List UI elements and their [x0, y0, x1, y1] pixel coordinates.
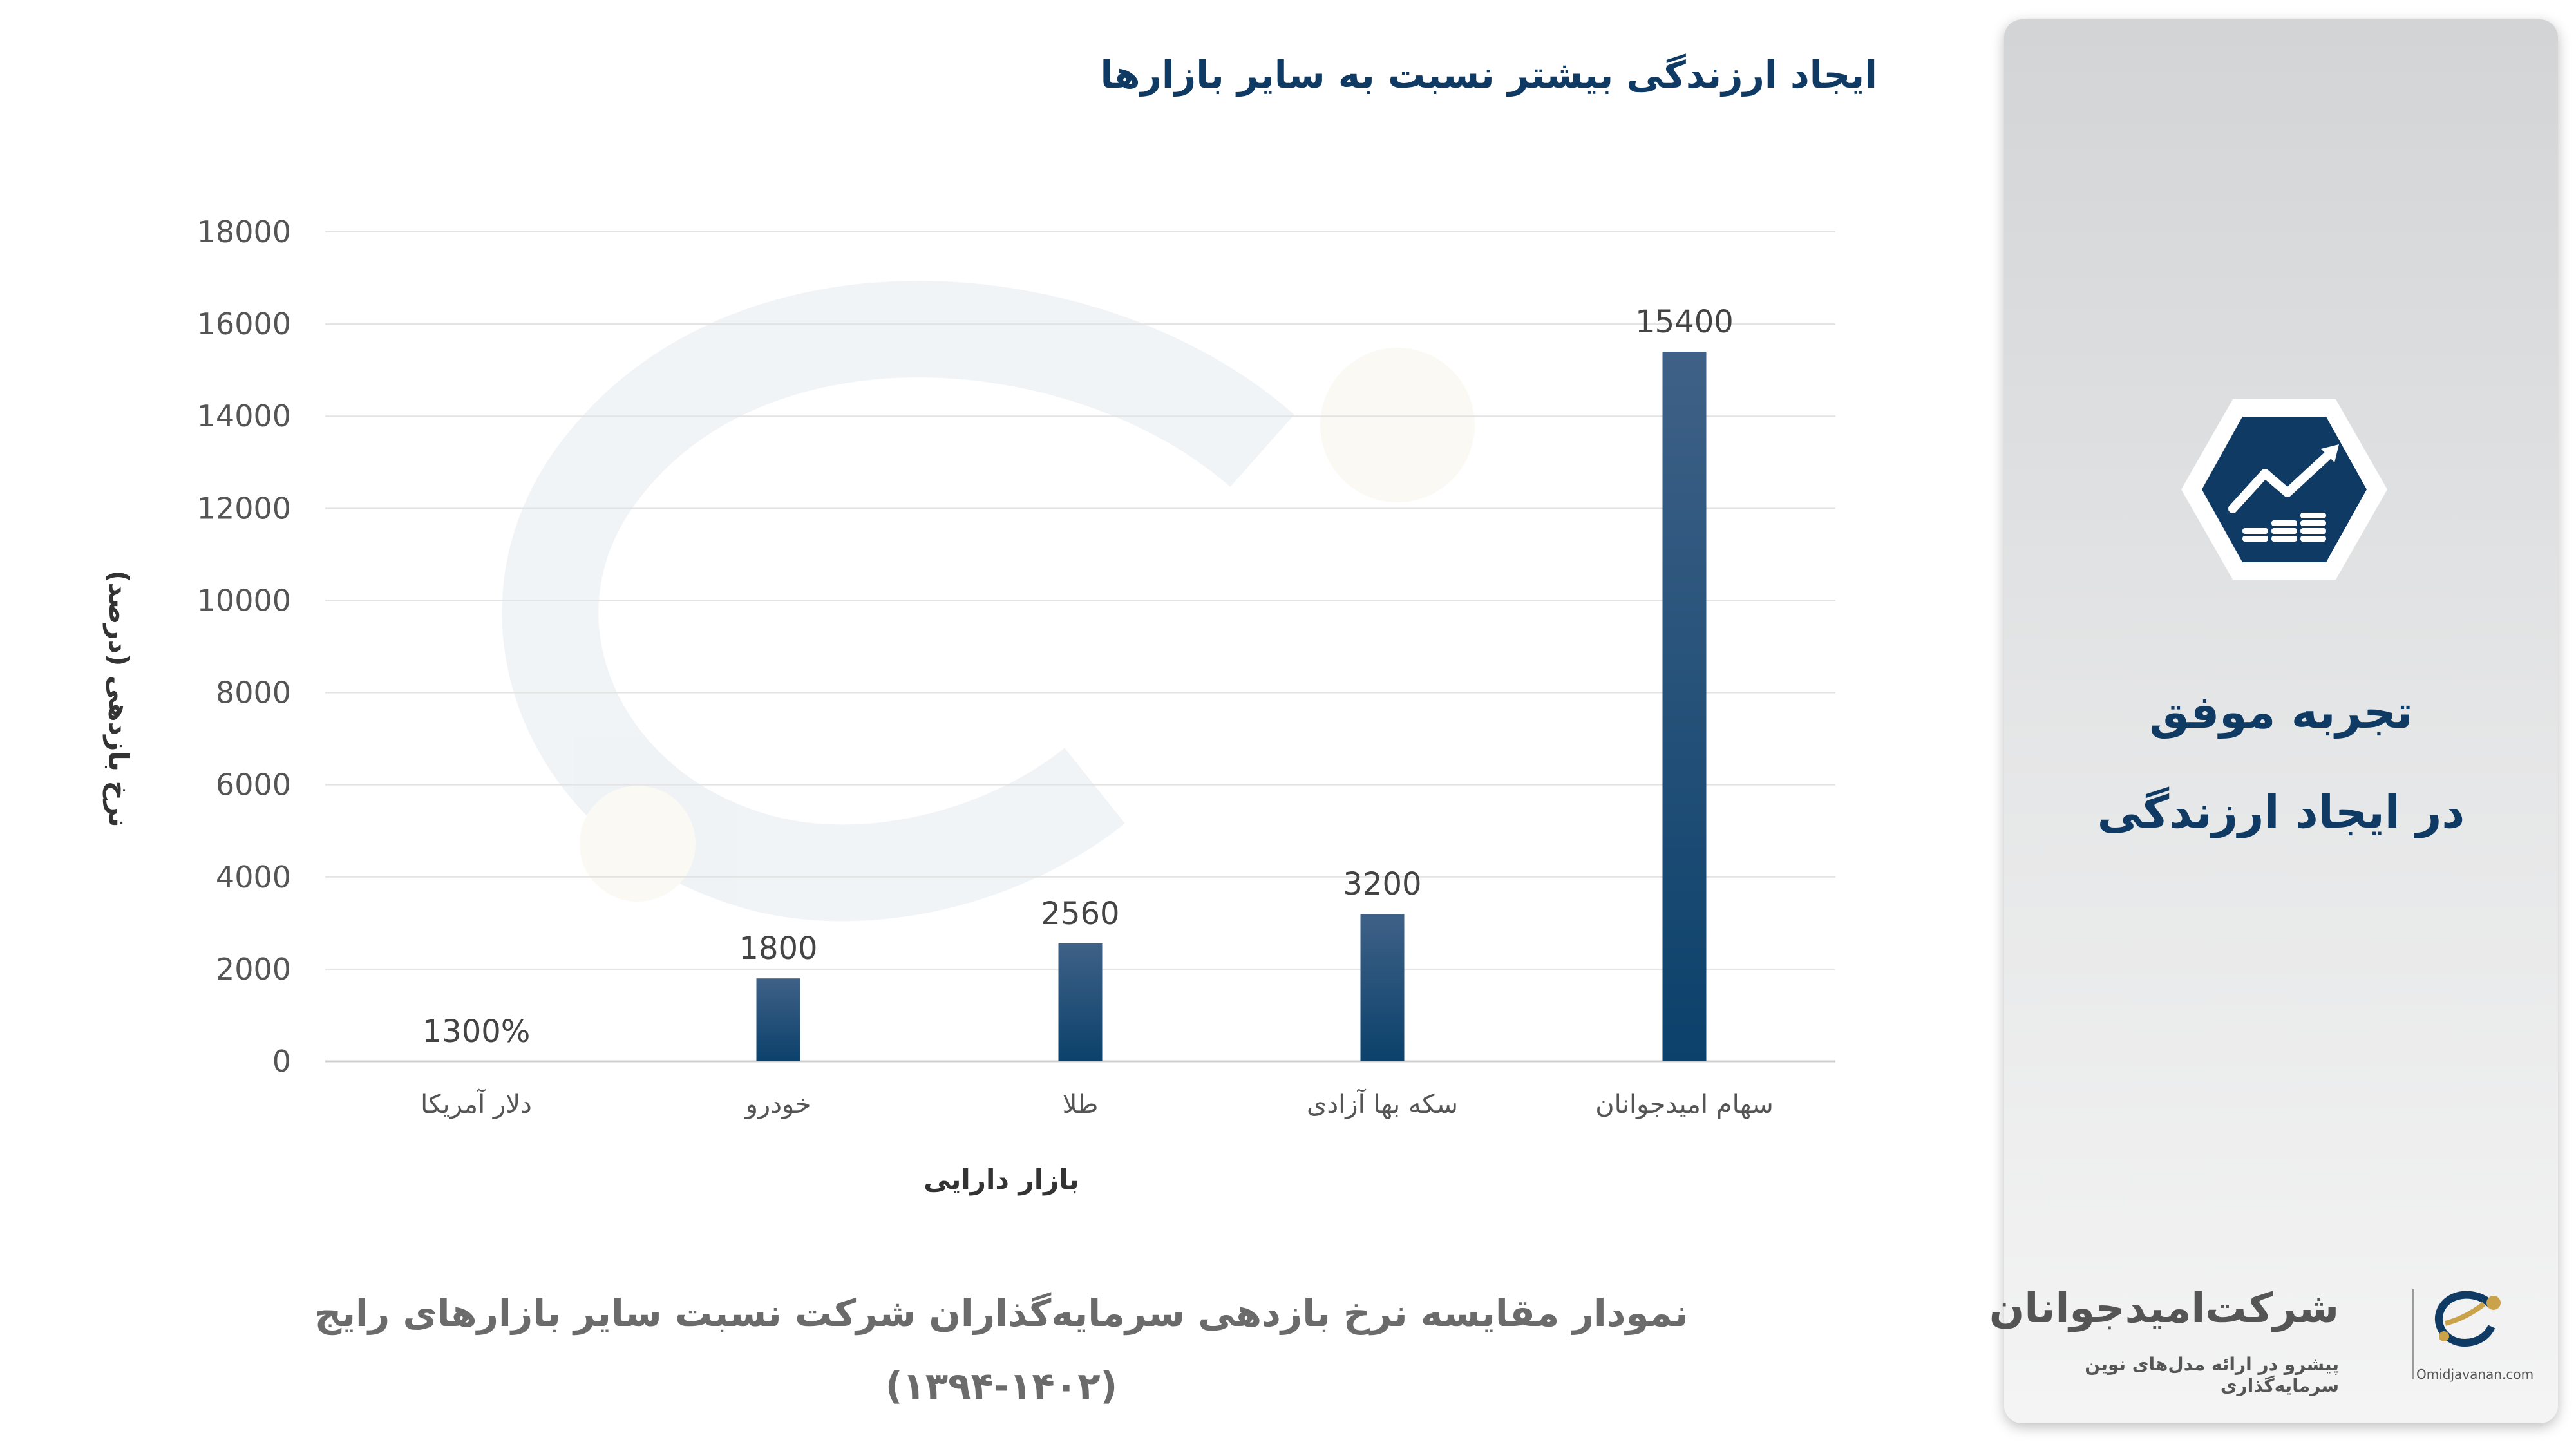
brand-tagline: پیشرو در ارائه مدل‌های نوین سرمایه‌گذاری — [2085, 1354, 2339, 1396]
y-tick-label: 6000 — [216, 768, 291, 802]
bar-chart: 0 2000 4000 6000 8000 10000 12000 14000 16000 180… — [102, 214, 1835, 1195]
y-tick-label: 16000 — [197, 307, 291, 341]
y-tick-label: 12000 — [197, 491, 291, 526]
chart-caption-years: (۱۳۹۴-۱۴۰۲) — [885, 1364, 1118, 1408]
data-label: 15400 — [1635, 304, 1734, 340]
data-labels: 1300% 1800 2560 3200 15400 — [422, 304, 1734, 1050]
y-tick-label: 14000 — [197, 399, 291, 433]
data-label: 3200 — [1343, 866, 1421, 902]
chart-caption: نمودار مقایسه نرخ بازدهی سرمایه‌گذاران ش… — [314, 1291, 1689, 1335]
data-label: 1300% — [422, 1014, 531, 1050]
brand-name: شرکت‌امیدجوانان — [1989, 1285, 2339, 1332]
bar — [1058, 943, 1103, 1061]
brand-website: Omidjavanan.com — [2416, 1367, 2534, 1382]
y-tick-label: 4000 — [216, 860, 291, 895]
y-axis-ticks: 0 2000 4000 6000 8000 10000 12000 14000 16000 180… — [197, 214, 291, 1079]
x-tick-label: سکه بها آزادی — [1307, 1088, 1458, 1119]
panel-heading-line2: در ایجاد ارزندگی — [2097, 786, 2465, 838]
y-axis-title: نرخ بازدهی (درصد) — [102, 570, 135, 827]
bar — [1360, 914, 1405, 1061]
x-tick-label: دلار آمریکا — [421, 1088, 532, 1119]
brand-divider — [2412, 1289, 2414, 1379]
bar — [1662, 352, 1707, 1061]
watermark-logo — [502, 281, 1475, 922]
company-logo-icon — [2420, 1285, 2510, 1356]
panel-heading-line1: تجربه موفق — [2149, 686, 2413, 739]
growth-chart-coins-icon — [2178, 396, 2391, 583]
side-panel: تجربه موفق در ایجاد ارزندگی شرکت‌امیدجوا… — [1989, 19, 2558, 1423]
x-tick-label: طلا — [1063, 1090, 1099, 1119]
y-tick-label: 10000 — [197, 583, 291, 618]
bar — [756, 978, 800, 1061]
y-tick-label: 2000 — [216, 952, 291, 987]
data-label: 2560 — [1041, 896, 1119, 932]
x-axis-ticks: دلار آمریکا خودرو طلا سکه بها آزادی سهام امی… — [421, 1088, 1774, 1119]
x-axis-title: بازار دارایی — [923, 1164, 1079, 1195]
y-tick-label: 8000 — [216, 676, 291, 710]
bars — [756, 352, 1707, 1061]
chart-title: ایجاد ارزندگی بیشتر نسبت به سایر بازارها — [1100, 53, 1877, 97]
y-tick-label: 18000 — [197, 214, 291, 249]
x-tick-label: خودرو — [744, 1090, 811, 1119]
y-tick-label: 0 — [272, 1044, 291, 1079]
data-label: 1800 — [739, 931, 817, 967]
x-tick-label: سهام امیدجوانان — [1595, 1090, 1773, 1119]
